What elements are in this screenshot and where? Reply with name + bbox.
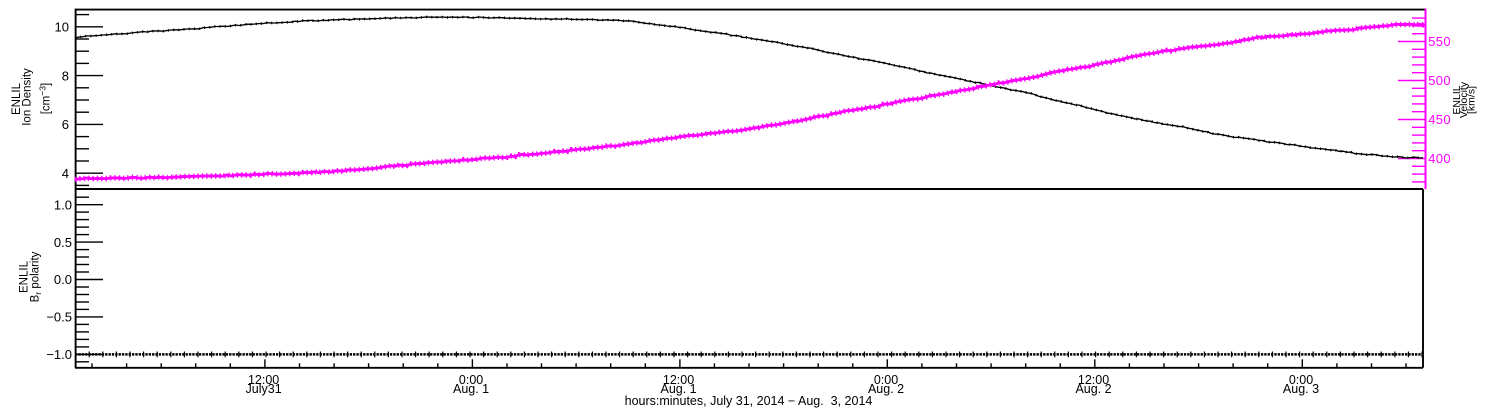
svg-text:hours:minutes, July 31, 2014 −: hours:minutes, July 31, 2014 − Aug. 3, 2… [625,394,873,408]
svg-text:Aug. 3: Aug. 3 [1283,382,1319,396]
svg-text:450: 450 [1428,112,1451,127]
svg-text:6: 6 [62,117,69,132]
svg-text:400: 400 [1428,151,1451,166]
svg-text:12:00: 12:00 [1078,373,1109,387]
svg-text:ENLIL: ENLIL [1451,85,1463,114]
svg-text:ENLIL: ENLIL [19,260,31,293]
svg-text:ENLIL: ENLIL [11,82,23,115]
svg-text:550: 550 [1428,34,1451,49]
svg-text:Aug. 2: Aug. 2 [868,382,904,396]
svg-text:Aug. 1: Aug. 1 [453,382,489,396]
svg-text:Aug. 2: Aug. 2 [1075,382,1111,396]
svg-text:−1.0: −1.0 [46,347,72,362]
svg-text:8: 8 [62,68,69,83]
svg-text:Aug. 1: Aug. 1 [660,382,696,396]
svg-text:500: 500 [1428,73,1451,88]
svg-text:4: 4 [62,166,69,181]
svg-text:1.0: 1.0 [54,197,72,212]
svg-text:[km/s]: [km/s] [1466,86,1478,114]
svg-text:12:00: 12:00 [663,373,694,387]
svg-text:Velocity: Velocity [1458,81,1470,118]
svg-text:0.0: 0.0 [54,272,72,287]
svg-text:0:00: 0:00 [874,373,898,387]
svg-text:Br polarity: Br polarity [30,251,43,302]
svg-text:Ion Density: Ion Density [21,68,33,126]
svg-text:0:00: 0:00 [1289,373,1313,387]
svg-text:0.5: 0.5 [54,235,72,250]
svg-text:10: 10 [55,20,69,35]
svg-text:July31: July31 [246,382,282,396]
svg-text:0:00: 0:00 [459,373,483,387]
svg-text:12:00: 12:00 [248,373,279,387]
svg-text:−0.5: −0.5 [46,310,72,325]
